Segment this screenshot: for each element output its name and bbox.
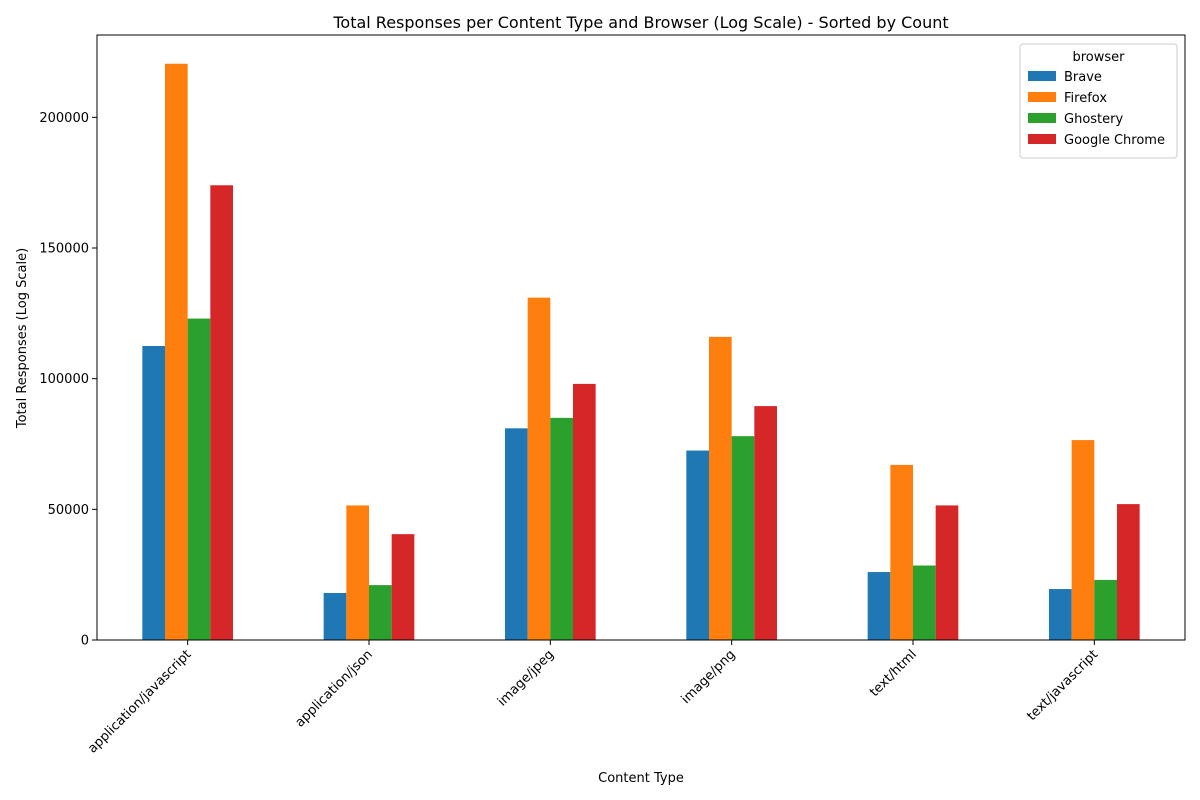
x-tick-label: image/jpeg [495,647,557,709]
bar-brave-2 [505,428,528,640]
y-tick-label: 0 [81,634,89,649]
y-tick-label: 100000 [39,372,89,387]
bar-google-chrome-0 [210,185,233,641]
y-tick-label: 50000 [48,503,89,518]
legend-swatch-ghostery [1028,113,1056,123]
plot-frame [96,34,1186,641]
bar-brave-1 [323,592,347,640]
legend-title: browser [1072,50,1125,65]
bar-google-chrome-5 [1117,504,1140,640]
x-tick-label: image/png [679,647,739,707]
bar-ghostery-4 [913,565,936,640]
bar-brave-0 [142,345,165,640]
legend-label-google-chrome: Google Chrome [1064,133,1165,148]
bar-firefox-0 [165,63,188,640]
legend-label-ghostery: Ghostery [1064,112,1123,127]
bar-ghostery-2 [550,417,573,640]
legend-swatch-google-chrome [1028,134,1056,144]
legend-box [1019,43,1178,159]
bar-firefox-1 [346,505,369,640]
legend: browser Brave Firefox Ghostery Google Chrome [1019,43,1178,159]
chart-title: Total Responses per Content Type and Bro… [332,13,948,32]
bar-ghostery-1 [369,585,392,640]
bar-google-chrome-2 [573,383,596,640]
bar-firefox-2 [527,297,551,640]
x-tick-label: application/javascript [85,647,194,756]
x-tick-label: text/javascript [1024,647,1101,724]
bar-brave-5 [1049,589,1072,640]
bar-google-chrome-4 [935,505,959,640]
bar-brave-4 [867,572,891,640]
plot-area [96,34,1186,641]
bar-ghostery-3 [731,436,755,640]
bar-ghostery-5 [1094,579,1117,640]
x-tick-label: text/html [867,647,920,700]
legend-label-firefox: Firefox [1064,91,1107,106]
bar-google-chrome-3 [754,406,777,640]
x-axis-label: Content Type [598,771,684,786]
y-axis: 0 50000 100000 150000 200000 [39,111,97,649]
y-axis-label: Total Responses (Log Scale) [15,248,30,429]
y-tick-label: 200000 [39,111,89,126]
x-tick-label: application/json [293,647,376,730]
x-axis: application/javascript application/json im… [85,640,1101,757]
bar-firefox-5 [1071,440,1095,640]
bar-brave-3 [686,450,709,640]
legend-label-brave: Brave [1064,70,1102,85]
bar-ghostery-0 [187,318,211,640]
bar-firefox-4 [890,464,913,640]
bar-google-chrome-1 [391,534,415,640]
legend-swatch-firefox [1028,92,1056,102]
y-tick-label: 150000 [39,241,89,256]
bar-firefox-3 [709,336,732,640]
legend-swatch-brave [1028,71,1056,81]
